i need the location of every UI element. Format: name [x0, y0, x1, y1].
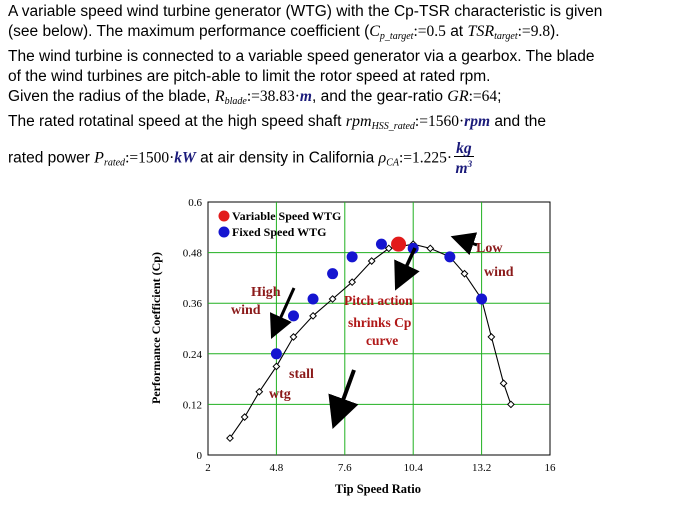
y-tick-label: 0.12 — [183, 399, 202, 411]
svg-text:High: High — [251, 285, 281, 300]
problem-line-1: A variable speed wind turbine generator … — [8, 3, 603, 20]
cp-curve-diamond-marker — [384, 244, 393, 253]
cp-curve-diamond-marker — [240, 413, 249, 421]
svg-text:wtg: wtg — [269, 387, 291, 402]
cp-curve-diamond-marker — [348, 278, 357, 287]
legend-marker-variable-speed — [218, 210, 230, 222]
fixed-speed-point — [375, 238, 387, 250]
svg-text:Low: Low — [476, 241, 503, 256]
y-tick-label: 0 — [197, 450, 203, 462]
legend-label-fixed-speed: Fixed Speed WTG — [232, 225, 326, 239]
cp-curve-diamond-marker — [426, 244, 435, 253]
density-unit-fraction: kg m3 — [454, 140, 474, 178]
cp-curve-diamond-marker — [499, 379, 508, 388]
arrow-pitch-action — [394, 247, 420, 291]
x-tick-label: 16 — [545, 462, 557, 474]
x-tick-label: 7.6 — [338, 462, 352, 474]
cp-curve-diamond-marker — [328, 295, 337, 303]
problem-statement: A variable speed wind turbine generator … — [8, 2, 696, 176]
cp-curve-diamond-marker — [309, 311, 317, 320]
y-tick-label: 0.6 — [188, 197, 202, 209]
cp-curve-diamond-marker — [226, 434, 234, 443]
legend-label-variable-speed: Variable Speed WTG — [232, 209, 341, 223]
fixed-speed-point — [327, 268, 339, 280]
svg-text:curve: curve — [366, 333, 398, 348]
cp-curve-diamond-marker — [367, 257, 376, 265]
svg-text:stall: stall — [289, 367, 314, 382]
cp-tsr-figure: 2 4.8 7.6 10.4 13.2 16 0 0.12 0.24 0.36 0.48 0.6 Pe… — [0, 190, 700, 505]
fixed-speed-point — [270, 348, 282, 360]
cp-curve-diamond-marker — [487, 333, 496, 341]
arrow-low-wind — [450, 232, 478, 256]
cp-curve-diamond-marker — [255, 387, 264, 396]
fixed-speed-point — [346, 251, 358, 263]
cp-curve-diamond-marker — [460, 269, 469, 278]
y-tick-label: 0.48 — [183, 248, 203, 260]
fixed-speed-point — [288, 310, 299, 322]
cp-curve-diamond-marker — [272, 362, 281, 371]
fixed-speed-point — [476, 293, 488, 305]
svg-text:wind: wind — [231, 303, 261, 318]
y-axis-label: Performance Coefficient (Cp) — [149, 252, 163, 404]
series-line-cp-curve — [229, 243, 512, 439]
fixed-speed-point — [307, 293, 319, 305]
arrow-shrink — [328, 369, 359, 430]
svg-text:Pitch action: Pitch action — [344, 293, 413, 308]
cp-curve-diamond-marker — [507, 400, 515, 409]
problem-line-2: (see below). The maximum performance coe… — [8, 23, 560, 42]
arrow-high-wind — [269, 287, 296, 339]
annotation-stall-wtg: stall wtg — [269, 367, 314, 402]
y-tick-label: 0.24 — [183, 349, 203, 361]
legend-marker-fixed-speed — [218, 226, 230, 238]
cp-tsr-chart: 2 4.8 7.6 10.4 13.2 16 0 0.12 0.24 0.36 0.48 0.6 Pe… — [149, 197, 557, 496]
x-tick-label: 13.2 — [472, 462, 491, 474]
problem-line-7: rated power Prated:=1500·kW at air densi… — [8, 140, 474, 178]
variable-speed-point — [391, 236, 407, 252]
fixed-speed-point — [444, 251, 456, 263]
problem-line-4: of the wind turbines are pitch-able to l… — [8, 68, 491, 85]
svg-text:wind: wind — [484, 265, 514, 280]
svg-text:shrinks Cp: shrinks Cp — [348, 315, 411, 330]
x-tick-label: 2 — [205, 462, 211, 474]
y-tick-label: 0.36 — [183, 298, 203, 310]
x-axis-label: Tip Speed Ratio — [335, 482, 421, 496]
annotation-high-wind: High wind — [231, 285, 281, 318]
annotation-low-wind: Low wind — [476, 241, 514, 280]
annotation-pitch-action: Pitch action shrinks Cp curve — [344, 293, 413, 348]
x-tick-label: 10.4 — [404, 462, 424, 474]
problem-line-3: The wind turbine is connected to a varia… — [8, 48, 595, 65]
legend: Variable Speed WTG Fixed Speed WTG — [218, 209, 341, 239]
problem-line-6: The rated rotatinal speed at the high sp… — [8, 113, 547, 132]
x-tick-label: 4.8 — [270, 462, 284, 474]
problem-line-5: Given the radius of the blade, Rblade:=3… — [8, 88, 502, 107]
